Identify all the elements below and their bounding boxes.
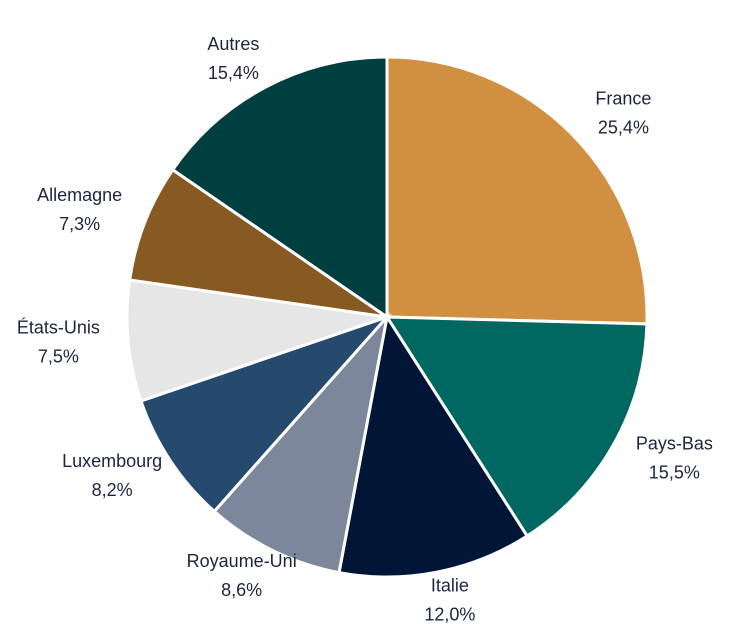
pie-slice [385, 55, 649, 326]
slice-value-label: 8,2% [92, 480, 133, 500]
slice-value-label: 15,5% [649, 462, 700, 482]
pie-slice [139, 313, 392, 514]
slice-label: Autres [207, 34, 259, 54]
slice-label: Allemagne [37, 185, 122, 205]
slice-label: Pays-Bas [636, 433, 713, 453]
slice-value-label: 7,5% [38, 347, 79, 367]
slice-label: Luxembourg [62, 451, 162, 471]
pie-slice [125, 278, 388, 403]
slice-value-label: 7,3% [59, 214, 100, 234]
pie-slice [384, 315, 649, 539]
slice-label: Royaume-Uni [187, 551, 297, 571]
slice-label: États-Unis [17, 318, 100, 338]
slice-label: Italie [431, 575, 469, 595]
pie-slice [212, 311, 390, 575]
pie-slice [170, 55, 389, 320]
pie-slice [127, 167, 388, 319]
slice-value-label: 8,6% [221, 580, 262, 600]
slice-value-label: 25,4% [598, 117, 649, 137]
slice-value-label: 12,0% [424, 604, 475, 624]
slice-value-label: 15,4% [208, 63, 259, 83]
slice-label: France [595, 88, 651, 108]
pie-slice [337, 313, 530, 579]
